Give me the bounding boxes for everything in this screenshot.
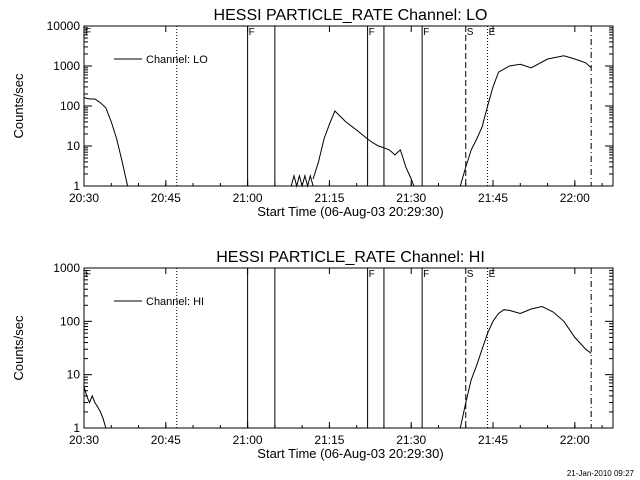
- chart-panel-1: HESSI PARTICLE_RATE Channel: LO 20:30 20:4…: [11, 7, 614, 219]
- plot-frame: [83, 25, 614, 187]
- x-tick-label: 22:00: [560, 433, 590, 447]
- series-line: [459, 55, 592, 187]
- x-tick-label: 20:45: [151, 433, 181, 447]
- series-line: [83, 386, 107, 429]
- y-tick-label: 10: [67, 368, 81, 382]
- y-tick-label: 100: [60, 314, 80, 328]
- x-tick-label: 21:45: [478, 433, 508, 447]
- series-line: [290, 173, 314, 188]
- legend-entry: Channel: LO: [146, 54, 208, 66]
- event-marker-label: F: [85, 27, 91, 38]
- x-tick-label: 21:45: [478, 191, 508, 205]
- y-tick-label: 1: [73, 179, 80, 193]
- event-marker-label: F: [423, 27, 429, 38]
- x-tick-label: 22:00: [560, 191, 590, 205]
- event-marker-label: E: [489, 27, 496, 38]
- event-marker-label: S: [467, 269, 474, 280]
- event-marker-label: F: [423, 269, 429, 280]
- x-tick-label: 21:00: [233, 433, 263, 447]
- x-tick-label: 21:30: [396, 433, 426, 447]
- event-marker-label: F: [249, 27, 255, 38]
- x-tick-label: 21:30: [396, 191, 426, 205]
- event-marker-label: F: [369, 27, 375, 38]
- y-tick-label: 100: [60, 99, 80, 113]
- x-axis-label: Start Time (06-Aug-03 20:29:30): [257, 204, 443, 219]
- chart-title: HESSI PARTICLE_RATE Channel: LO: [214, 7, 488, 24]
- y-axis-label: Counts/sec: [11, 73, 26, 139]
- series-line: [83, 97, 129, 187]
- event-marker-label: S: [467, 27, 474, 38]
- event-marker-label: F: [85, 269, 91, 280]
- x-tick-label: 20:30: [69, 433, 99, 447]
- x-axis-label: Start Time (06-Aug-03 20:29:30): [257, 446, 443, 461]
- legend-entry: Channel: HI: [146, 296, 204, 308]
- series-line: [312, 110, 415, 187]
- y-tick-label: 10: [67, 139, 81, 153]
- plot-frame: [83, 267, 614, 429]
- x-tick-label: 20:45: [151, 191, 181, 205]
- series-line: [459, 305, 592, 429]
- y-tick-label: 1000: [53, 261, 80, 275]
- y-tick-label: 1000: [53, 59, 80, 73]
- x-tick-label: 21:15: [314, 191, 344, 205]
- y-axis-label: Counts/sec: [11, 315, 26, 381]
- event-marker-label: F: [369, 269, 375, 280]
- x-tick-label: 21:15: [314, 433, 344, 447]
- x-tick-label: 21:00: [233, 191, 263, 205]
- chart-title: HESSI PARTICLE_RATE Channel: HI: [216, 249, 485, 266]
- plot-timestamp: 21-Jan-2010 09:27: [566, 469, 634, 478]
- y-tick-label: 10000: [47, 19, 81, 33]
- event-marker-label: E: [489, 269, 496, 280]
- y-tick-label: 1: [73, 421, 80, 435]
- x-tick-label: 20:30: [69, 191, 99, 205]
- chart-panel-2: HESSI PARTICLE_RATE Channel: HI 20:30 20:4…: [11, 249, 614, 461]
